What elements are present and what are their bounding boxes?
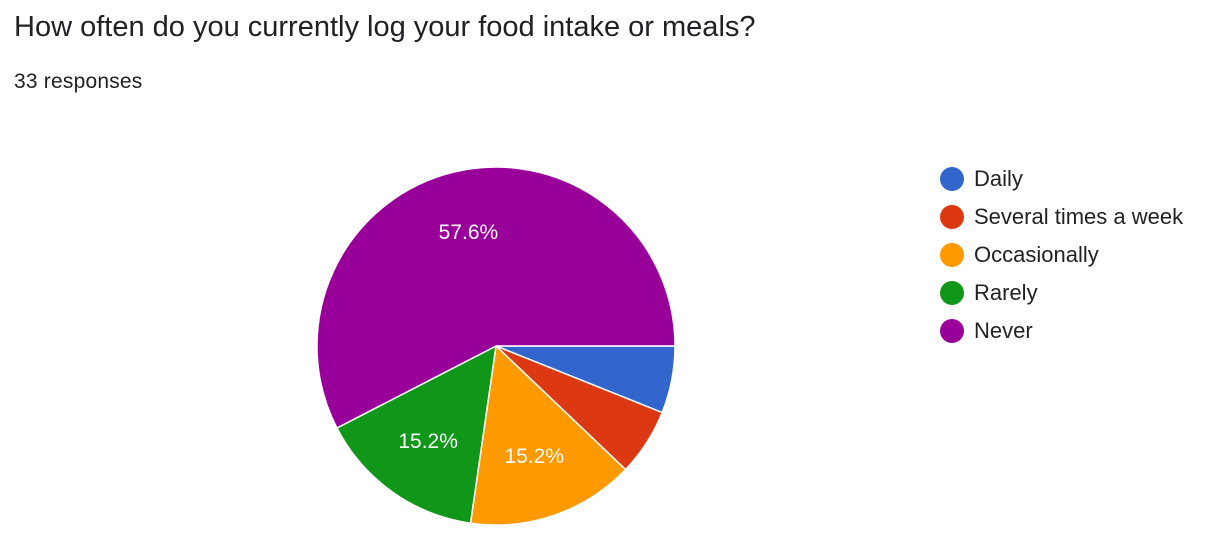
legend-item-several-times-a-week[interactable]: Several times a week bbox=[940, 198, 1183, 236]
question-title: How often do you currently log your food… bbox=[14, 11, 756, 43]
pie-data-label-never: 57.6% bbox=[439, 221, 499, 244]
legend-swatch-icon bbox=[940, 281, 964, 305]
pie-chart: 15.2% 15.2% 57.6% bbox=[316, 166, 676, 526]
response-count: 33 responses bbox=[14, 70, 143, 93]
legend-label: Daily bbox=[974, 166, 1023, 191]
legend-swatch-icon bbox=[940, 243, 964, 267]
legend-item-never[interactable]: Never bbox=[940, 312, 1183, 350]
pie-data-label-occasionally: 15.2% bbox=[504, 445, 564, 468]
pie-slice-occasionally[interactable] bbox=[469, 344, 627, 526]
legend-item-daily[interactable]: Daily bbox=[940, 160, 1183, 198]
legend-label: Occasionally bbox=[974, 242, 1099, 267]
chart-legend: Daily Several times a week Occasionally Rar… bbox=[940, 160, 1183, 350]
legend-label: Rarely bbox=[974, 280, 1038, 305]
legend-swatch-icon bbox=[940, 167, 964, 191]
legend-swatch-icon bbox=[940, 319, 964, 343]
pie-slice-never[interactable] bbox=[316, 166, 676, 430]
legend-label: Several times a week bbox=[974, 204, 1184, 229]
legend-label: Never bbox=[974, 318, 1033, 343]
pie-slice-rarely[interactable] bbox=[335, 344, 497, 525]
legend-item-occasionally[interactable]: Occasionally bbox=[940, 236, 1183, 274]
pie-data-label-rarely: 15.2% bbox=[398, 430, 458, 453]
legend-swatch-icon bbox=[940, 205, 964, 229]
legend-item-rarely[interactable]: Rarely bbox=[940, 274, 1183, 312]
